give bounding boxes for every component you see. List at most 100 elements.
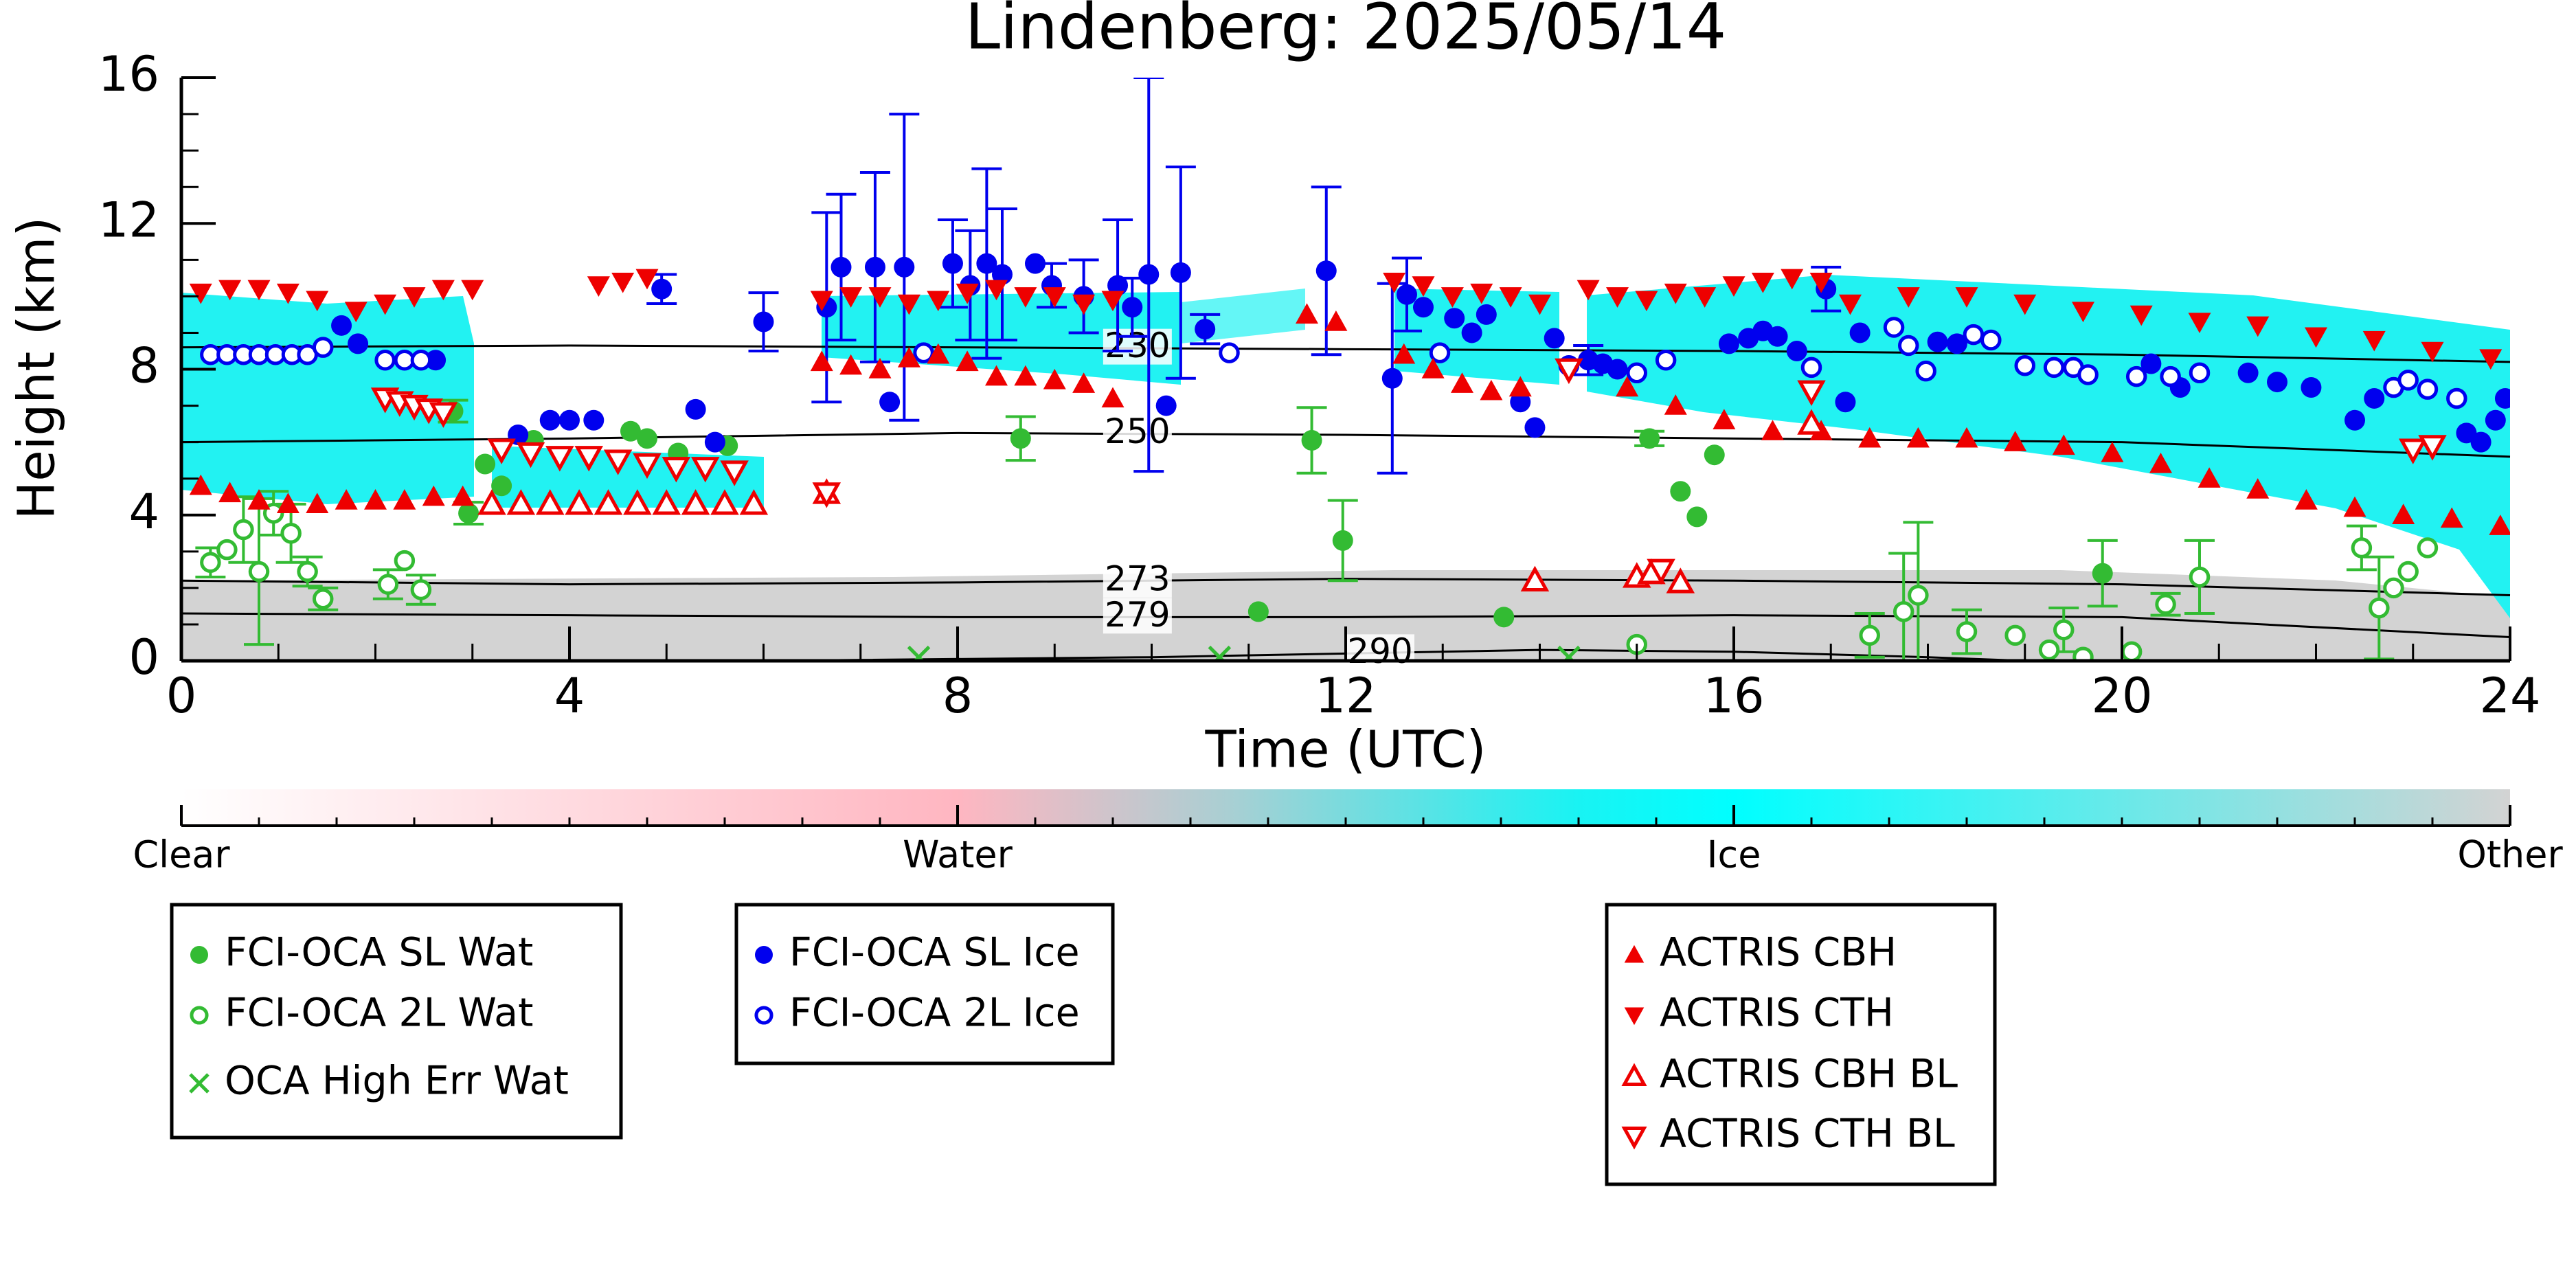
marker xyxy=(1761,420,1784,440)
marker xyxy=(1956,621,1978,642)
marker xyxy=(1014,287,1037,308)
marker xyxy=(2343,496,2366,517)
marker xyxy=(652,489,681,515)
colorbar-label: Water xyxy=(903,833,1013,877)
isotherm-line xyxy=(181,612,2511,639)
marker xyxy=(1859,624,1880,646)
marker xyxy=(1686,506,1708,528)
marker xyxy=(1451,372,1473,393)
marker xyxy=(1906,427,1930,448)
marker xyxy=(559,409,580,431)
marker xyxy=(1946,333,1967,354)
marker xyxy=(2014,354,2035,376)
marker xyxy=(1440,287,1464,308)
marker xyxy=(1621,1127,1647,1150)
marker xyxy=(2004,431,2027,451)
marker xyxy=(1664,394,1687,415)
marker xyxy=(2397,561,2419,583)
marker xyxy=(810,350,833,372)
marker xyxy=(812,482,841,508)
marker xyxy=(635,269,659,290)
marker xyxy=(1893,601,1914,622)
marker xyxy=(189,1073,210,1094)
marker xyxy=(710,489,739,515)
isotherm-label: 250 xyxy=(1105,411,1170,451)
marker xyxy=(190,946,208,964)
marker xyxy=(429,402,458,428)
marker xyxy=(2305,327,2327,348)
x-tick-label: 20 xyxy=(2091,668,2152,724)
marker xyxy=(1577,280,1600,301)
marker xyxy=(477,489,506,515)
marker xyxy=(1626,362,1647,384)
axes: 0 4 8 12 16 20 24 0 4 8 12 16 xyxy=(98,46,2541,724)
isotherm-label-bg xyxy=(1103,328,1172,365)
isotherm-label-bg xyxy=(1346,634,1414,670)
marker xyxy=(2246,316,2270,337)
marker xyxy=(565,489,594,515)
marker xyxy=(1963,324,1985,346)
marker xyxy=(276,493,300,514)
marker xyxy=(487,438,516,464)
marker xyxy=(985,280,1008,301)
marker xyxy=(2383,577,2404,599)
marker xyxy=(894,256,915,278)
x-tick-label: 8 xyxy=(942,668,973,724)
marker xyxy=(1461,322,1482,343)
marker xyxy=(1557,645,1581,661)
marker xyxy=(1666,567,1695,594)
marker xyxy=(2417,379,2439,400)
legend-label: ACTRIS CBH BL xyxy=(1660,1052,1958,1097)
marker xyxy=(1476,304,1497,325)
marker xyxy=(2351,537,2373,558)
marker xyxy=(1655,349,1677,371)
marker xyxy=(942,253,963,274)
x-tick-label: 16 xyxy=(1703,668,1764,724)
marker xyxy=(583,409,605,431)
marker xyxy=(1927,331,1948,352)
marker xyxy=(2077,364,2099,385)
marker xyxy=(2129,305,2153,326)
isotherm-label: 230 xyxy=(1105,326,1170,365)
marker xyxy=(2417,537,2439,558)
marker xyxy=(2092,563,2113,584)
marker xyxy=(2479,349,2502,370)
marker xyxy=(587,276,610,297)
marker xyxy=(868,358,892,379)
marker xyxy=(2301,377,2322,398)
marker xyxy=(2246,478,2270,499)
marker xyxy=(1315,260,1337,282)
marker xyxy=(1635,291,1658,312)
marker xyxy=(1555,358,1583,385)
marker xyxy=(685,398,706,420)
marker xyxy=(1392,343,1416,364)
marker xyxy=(2470,431,2492,453)
marker xyxy=(312,337,334,358)
marker xyxy=(2038,639,2060,661)
colorbar-label: Ice xyxy=(1707,833,1761,877)
marker xyxy=(2421,341,2444,363)
legend-label: OCA High Err Wat xyxy=(225,1059,569,1104)
marker xyxy=(458,503,479,524)
marker xyxy=(422,485,445,506)
y-tick-label: 12 xyxy=(98,192,159,248)
marker xyxy=(1429,342,1451,363)
isotherm-label-bg xyxy=(1103,561,1172,598)
marker xyxy=(2294,489,2318,510)
marker xyxy=(190,1006,209,1025)
marker xyxy=(394,550,416,572)
marker xyxy=(2155,594,2176,615)
marker xyxy=(1122,297,1143,318)
marker xyxy=(574,446,603,472)
legend-label: FCI-OCA SL Wat xyxy=(225,930,533,975)
marker xyxy=(637,428,657,449)
marker xyxy=(410,349,432,371)
ice-area xyxy=(1587,275,2510,618)
marker xyxy=(913,342,934,363)
y-tick-label: 4 xyxy=(128,484,159,540)
legend-label: FCI-OCA 2L Wat xyxy=(225,991,533,1036)
marker xyxy=(189,283,212,304)
marker xyxy=(1072,372,1096,393)
x-axis-label: Time (UTC) xyxy=(1204,721,1486,780)
marker xyxy=(1713,409,1736,429)
